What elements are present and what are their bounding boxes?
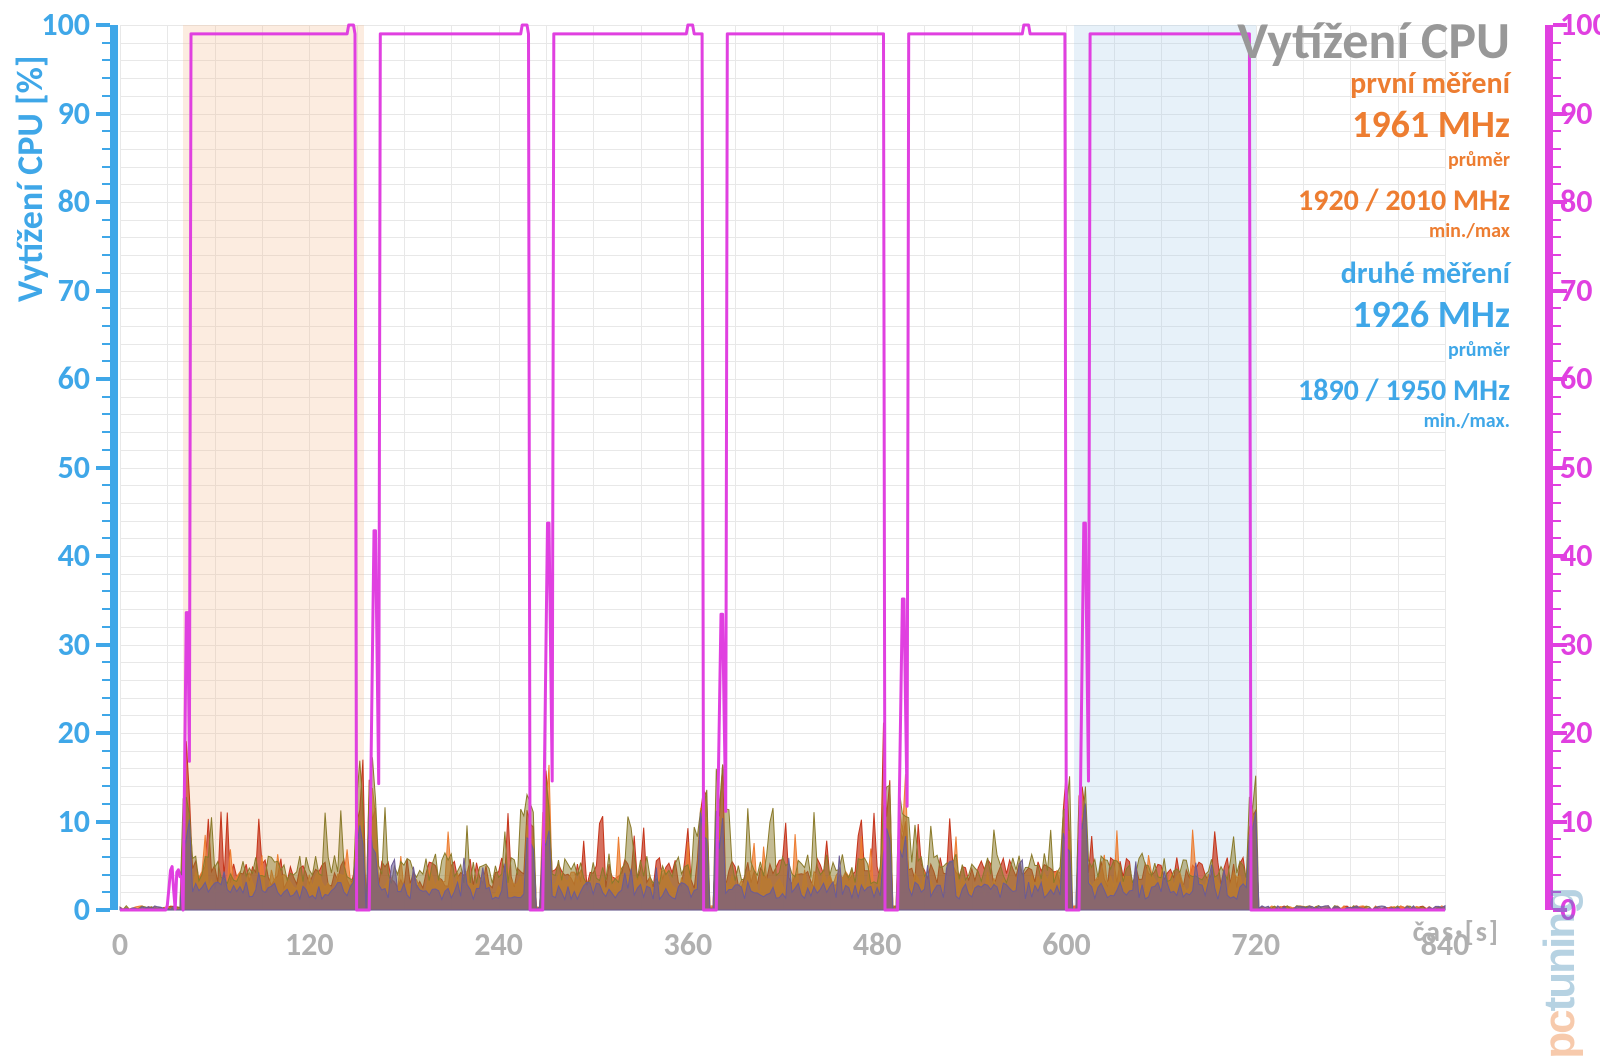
stats-second-avg: 1926 MHz bbox=[1298, 292, 1510, 338]
stats-second: druhé měření 1926 MHz průměr 1890 / 1950… bbox=[1298, 255, 1510, 433]
stats-second-range: 1890 / 1950 MHz bbox=[1298, 372, 1510, 409]
stats-first: první měření 1961 MHz průměr 1920 / 2010… bbox=[1298, 65, 1510, 243]
y-axis-right bbox=[1545, 25, 1553, 910]
y-axis-left bbox=[110, 25, 118, 910]
data-svg bbox=[120, 25, 1445, 910]
chart-container: Vytížení CPU [%] Vytížení GPU [%] Vytíže… bbox=[0, 0, 1600, 1009]
y-axis-left-title: Vytížení CPU [%] bbox=[8, 55, 52, 302]
logo-part2: tuning bbox=[1535, 889, 1584, 1011]
stats-first-label: první měření bbox=[1298, 65, 1510, 102]
stats-second-avg-sub: průměr bbox=[1298, 338, 1510, 362]
x-axis-title: čas·[s] bbox=[1413, 914, 1500, 949]
stats-first-avg: 1961 MHz bbox=[1298, 102, 1510, 148]
stats-first-range-sub: min./max bbox=[1298, 219, 1510, 243]
chart-title: Vytížení CPU bbox=[1237, 8, 1510, 72]
stats-second-label: druhé měření bbox=[1298, 255, 1510, 292]
stats-second-range-sub: min./max. bbox=[1298, 409, 1510, 433]
stats-first-avg-sub: průměr bbox=[1298, 148, 1510, 172]
watermark-logo: pctuning bbox=[1535, 889, 1585, 1059]
plot-area bbox=[120, 25, 1445, 910]
logo-part1: pc bbox=[1535, 1011, 1584, 1058]
stats-first-range: 1920 / 2010 MHz bbox=[1298, 182, 1510, 219]
